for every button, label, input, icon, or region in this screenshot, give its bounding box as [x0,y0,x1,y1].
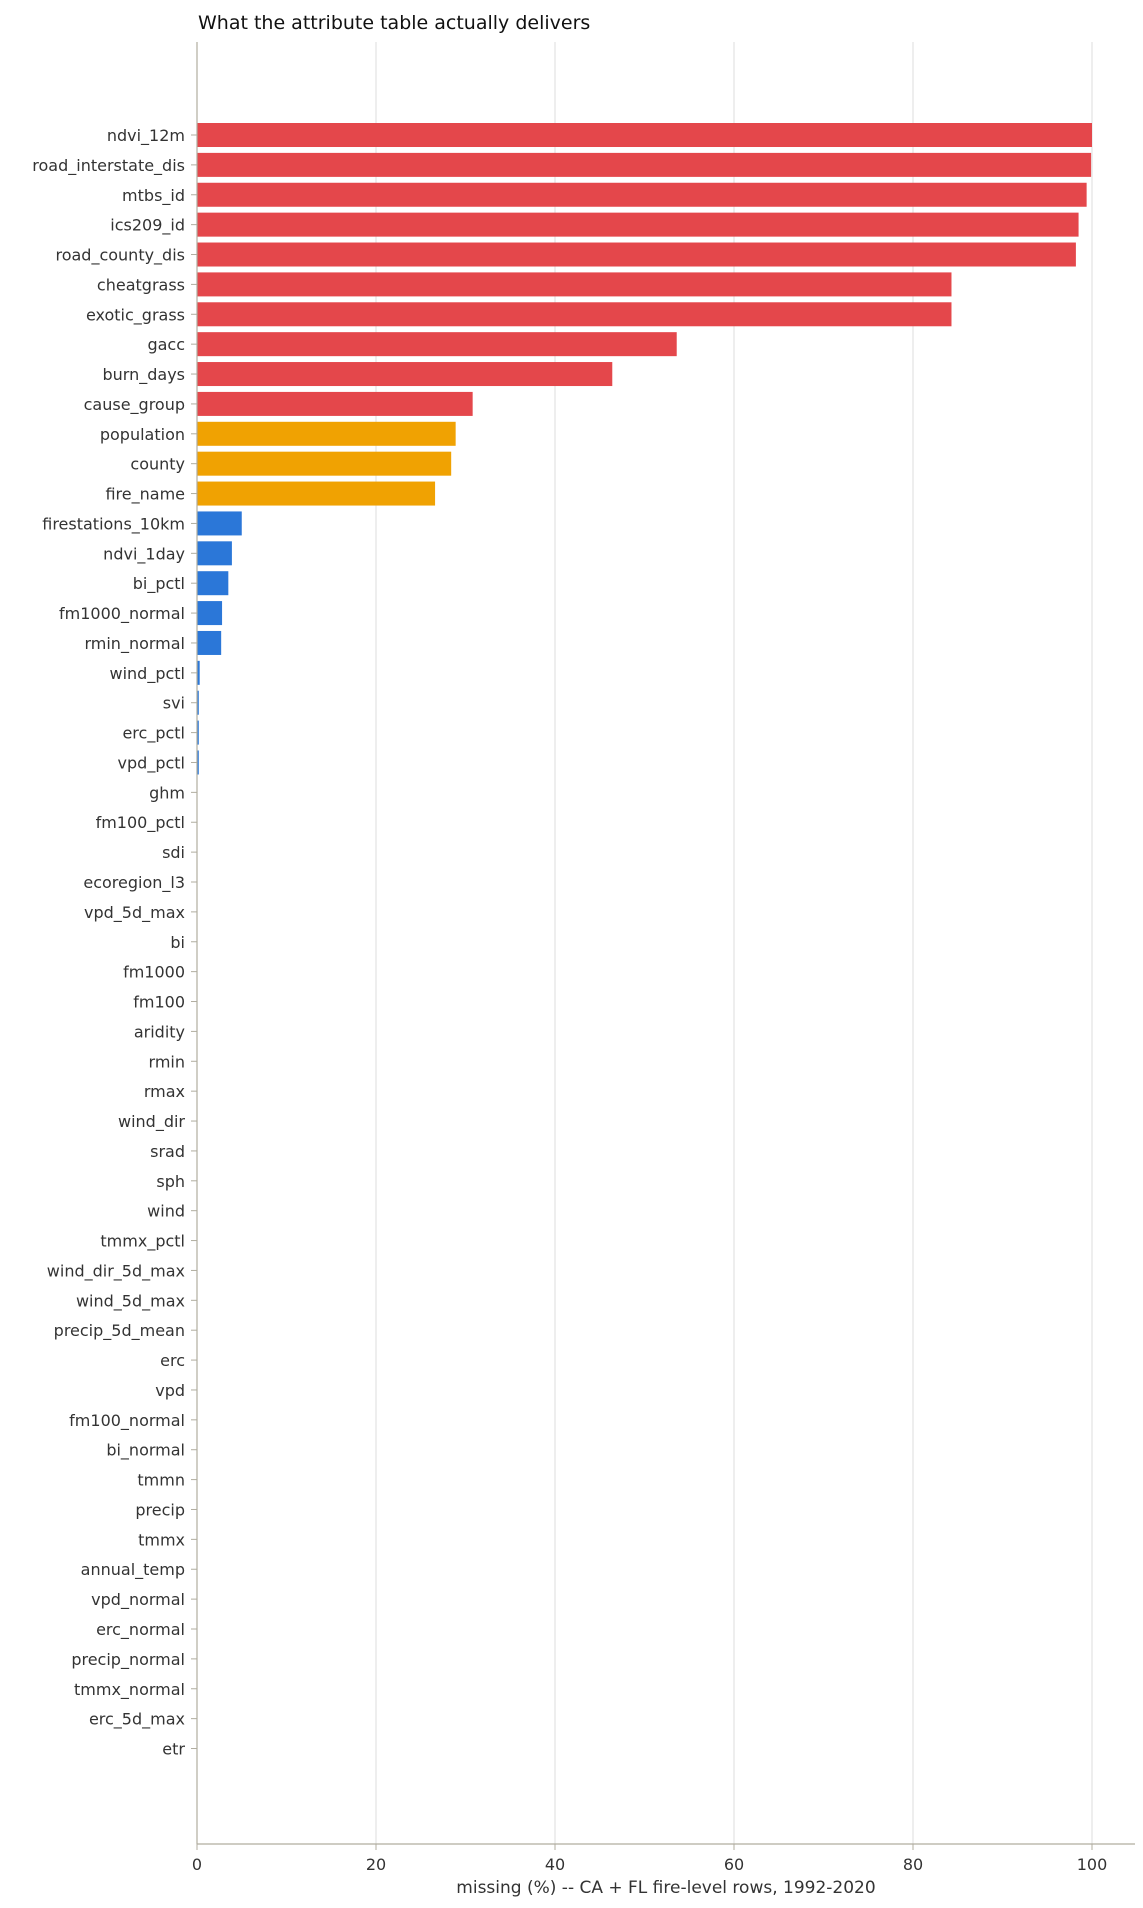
category-label-erc_pctl: erc_pctl [122,724,185,744]
x-tick-label: 20 [366,1855,386,1874]
bar-population [197,421,456,446]
category-label-sdi: sdi [162,843,185,862]
category-label-erc_normal: erc_normal [96,1620,185,1640]
category-label-exotic_grass: exotic_grass [86,305,185,325]
x-axis-title: missing (%) -- CA + FL fire-level rows, … [456,1878,875,1898]
category-label-rmin: rmin [149,1052,185,1071]
bar-erc_pctl [197,720,199,745]
x-tick-label: 80 [903,1855,923,1874]
category-label-ics209_id: ics209_id [110,216,185,236]
bar-firestations_10km [197,511,242,536]
bar-county [197,451,452,476]
category-label-precip_5d_mean: precip_5d_mean [54,1321,185,1341]
category-label-etr: etr [162,1740,185,1759]
category-label-fm100: fm100 [133,993,185,1012]
x-tick-label: 0 [192,1855,202,1874]
category-label-ghm: ghm [149,783,185,802]
category-label-precip: precip [135,1500,185,1519]
axes: 0 20 40 60 80 100 [191,42,1135,1874]
category-label-cause_group: cause_group [84,395,185,415]
category-label-erc_5d_max: erc_5d_max [89,1710,185,1730]
category-label-wind_dir_5d_max: wind_dir_5d_max [47,1261,185,1281]
bar-cheatgrass [197,272,952,297]
category-label-ndvi_1day: ndvi_1day [103,544,185,564]
category-label-wind_5d_max: wind_5d_max [76,1291,185,1311]
bar-rmin_normal [197,630,222,655]
category-label-ndvi_12m: ndvi_12m [107,126,185,146]
bar-ics209_id [197,212,1079,237]
chart-title: What the attribute table actually delive… [198,12,590,34]
category-label-gacc: gacc [147,335,185,354]
category-label-srad: srad [150,1142,185,1161]
category-label-svi: svi [163,694,185,713]
category-label-bi_pctl: bi_pctl [133,574,185,594]
x-tick-label: 100 [1077,1855,1108,1874]
x-tick-label: 40 [545,1855,565,1874]
category-label-annual_temp: annual_temp [81,1560,185,1580]
category-label-aridity: aridity [134,1022,185,1041]
category-label-tmmx_normal: tmmx_normal [74,1680,185,1700]
category-label-fire_name: fire_name [105,485,185,505]
category-label-erc: erc [160,1351,185,1370]
bar-ndvi_1day [197,541,232,566]
bar-svi [197,690,199,715]
category-label-fm100_pctl: fm100_pctl [96,813,185,833]
x-tick-label: 60 [724,1855,744,1874]
category-label-bi_normal: bi_normal [106,1441,185,1461]
bar-gacc [197,332,677,357]
category-label-vpd: vpd [155,1381,185,1400]
category-label-road_county_dis: road_county_dis [55,246,185,266]
bar-burn_days [197,362,613,387]
category-label-sph: sph [156,1172,185,1191]
category-label-tmmx_pctl: tmmx_pctl [100,1232,185,1252]
category-label-wind: wind [147,1202,185,1221]
category-label-wind_pctl: wind_pctl [110,664,186,684]
bar-exotic_grass [197,302,952,327]
category-label-cheatgrass: cheatgrass [97,275,185,294]
bars [197,123,1092,775]
bar-cause_group [197,391,473,416]
bar-vpd_pctl [197,750,199,775]
bar-mtbs_id [197,182,1087,207]
bar-road_county_dis [197,242,1076,267]
category-label-tmmx: tmmx [138,1530,185,1549]
bar-bi_pctl [197,571,229,596]
category-label-precip_normal: precip_normal [71,1650,185,1670]
bar-fire_name [197,481,436,506]
category-label-wind_dir: wind_dir [118,1112,185,1132]
category-label-fm1000: fm1000 [123,963,185,982]
bar-road_interstate_dis [197,152,1092,177]
bar-fm1000_normal [197,601,223,626]
bar-wind_pctl [197,660,200,685]
category-label-burn_days: burn_days [103,365,186,385]
category-label-firestations_10km: firestations_10km [42,514,185,534]
category-labels: ndvi_12m road_interstate_dis mtbs_id ics209… [32,126,185,1759]
category-label-fm1000_normal: fm1000_normal [59,604,185,624]
category-label-vpd_normal: vpd_normal [91,1590,185,1610]
category-label-fm100_normal: fm100_normal [69,1411,185,1431]
category-label-vpd_pctl: vpd_pctl [118,753,185,773]
bar-ndvi_12m [197,123,1092,147]
category-label-rmax: rmax [144,1082,185,1101]
category-label-tmmn: tmmn [137,1471,185,1490]
category-label-road_interstate_dis: road_interstate_dis [32,156,185,176]
category-label-ecoregion_l3: ecoregion_l3 [83,873,185,893]
category-label-bi: bi [170,933,185,952]
category-label-county: county [130,455,185,474]
category-label-population: population [100,425,185,444]
category-label-rmin_normal: rmin_normal [84,634,185,654]
category-label-mtbs_id: mtbs_id [122,186,185,206]
category-label-vpd_5d_max: vpd_5d_max [84,903,185,923]
